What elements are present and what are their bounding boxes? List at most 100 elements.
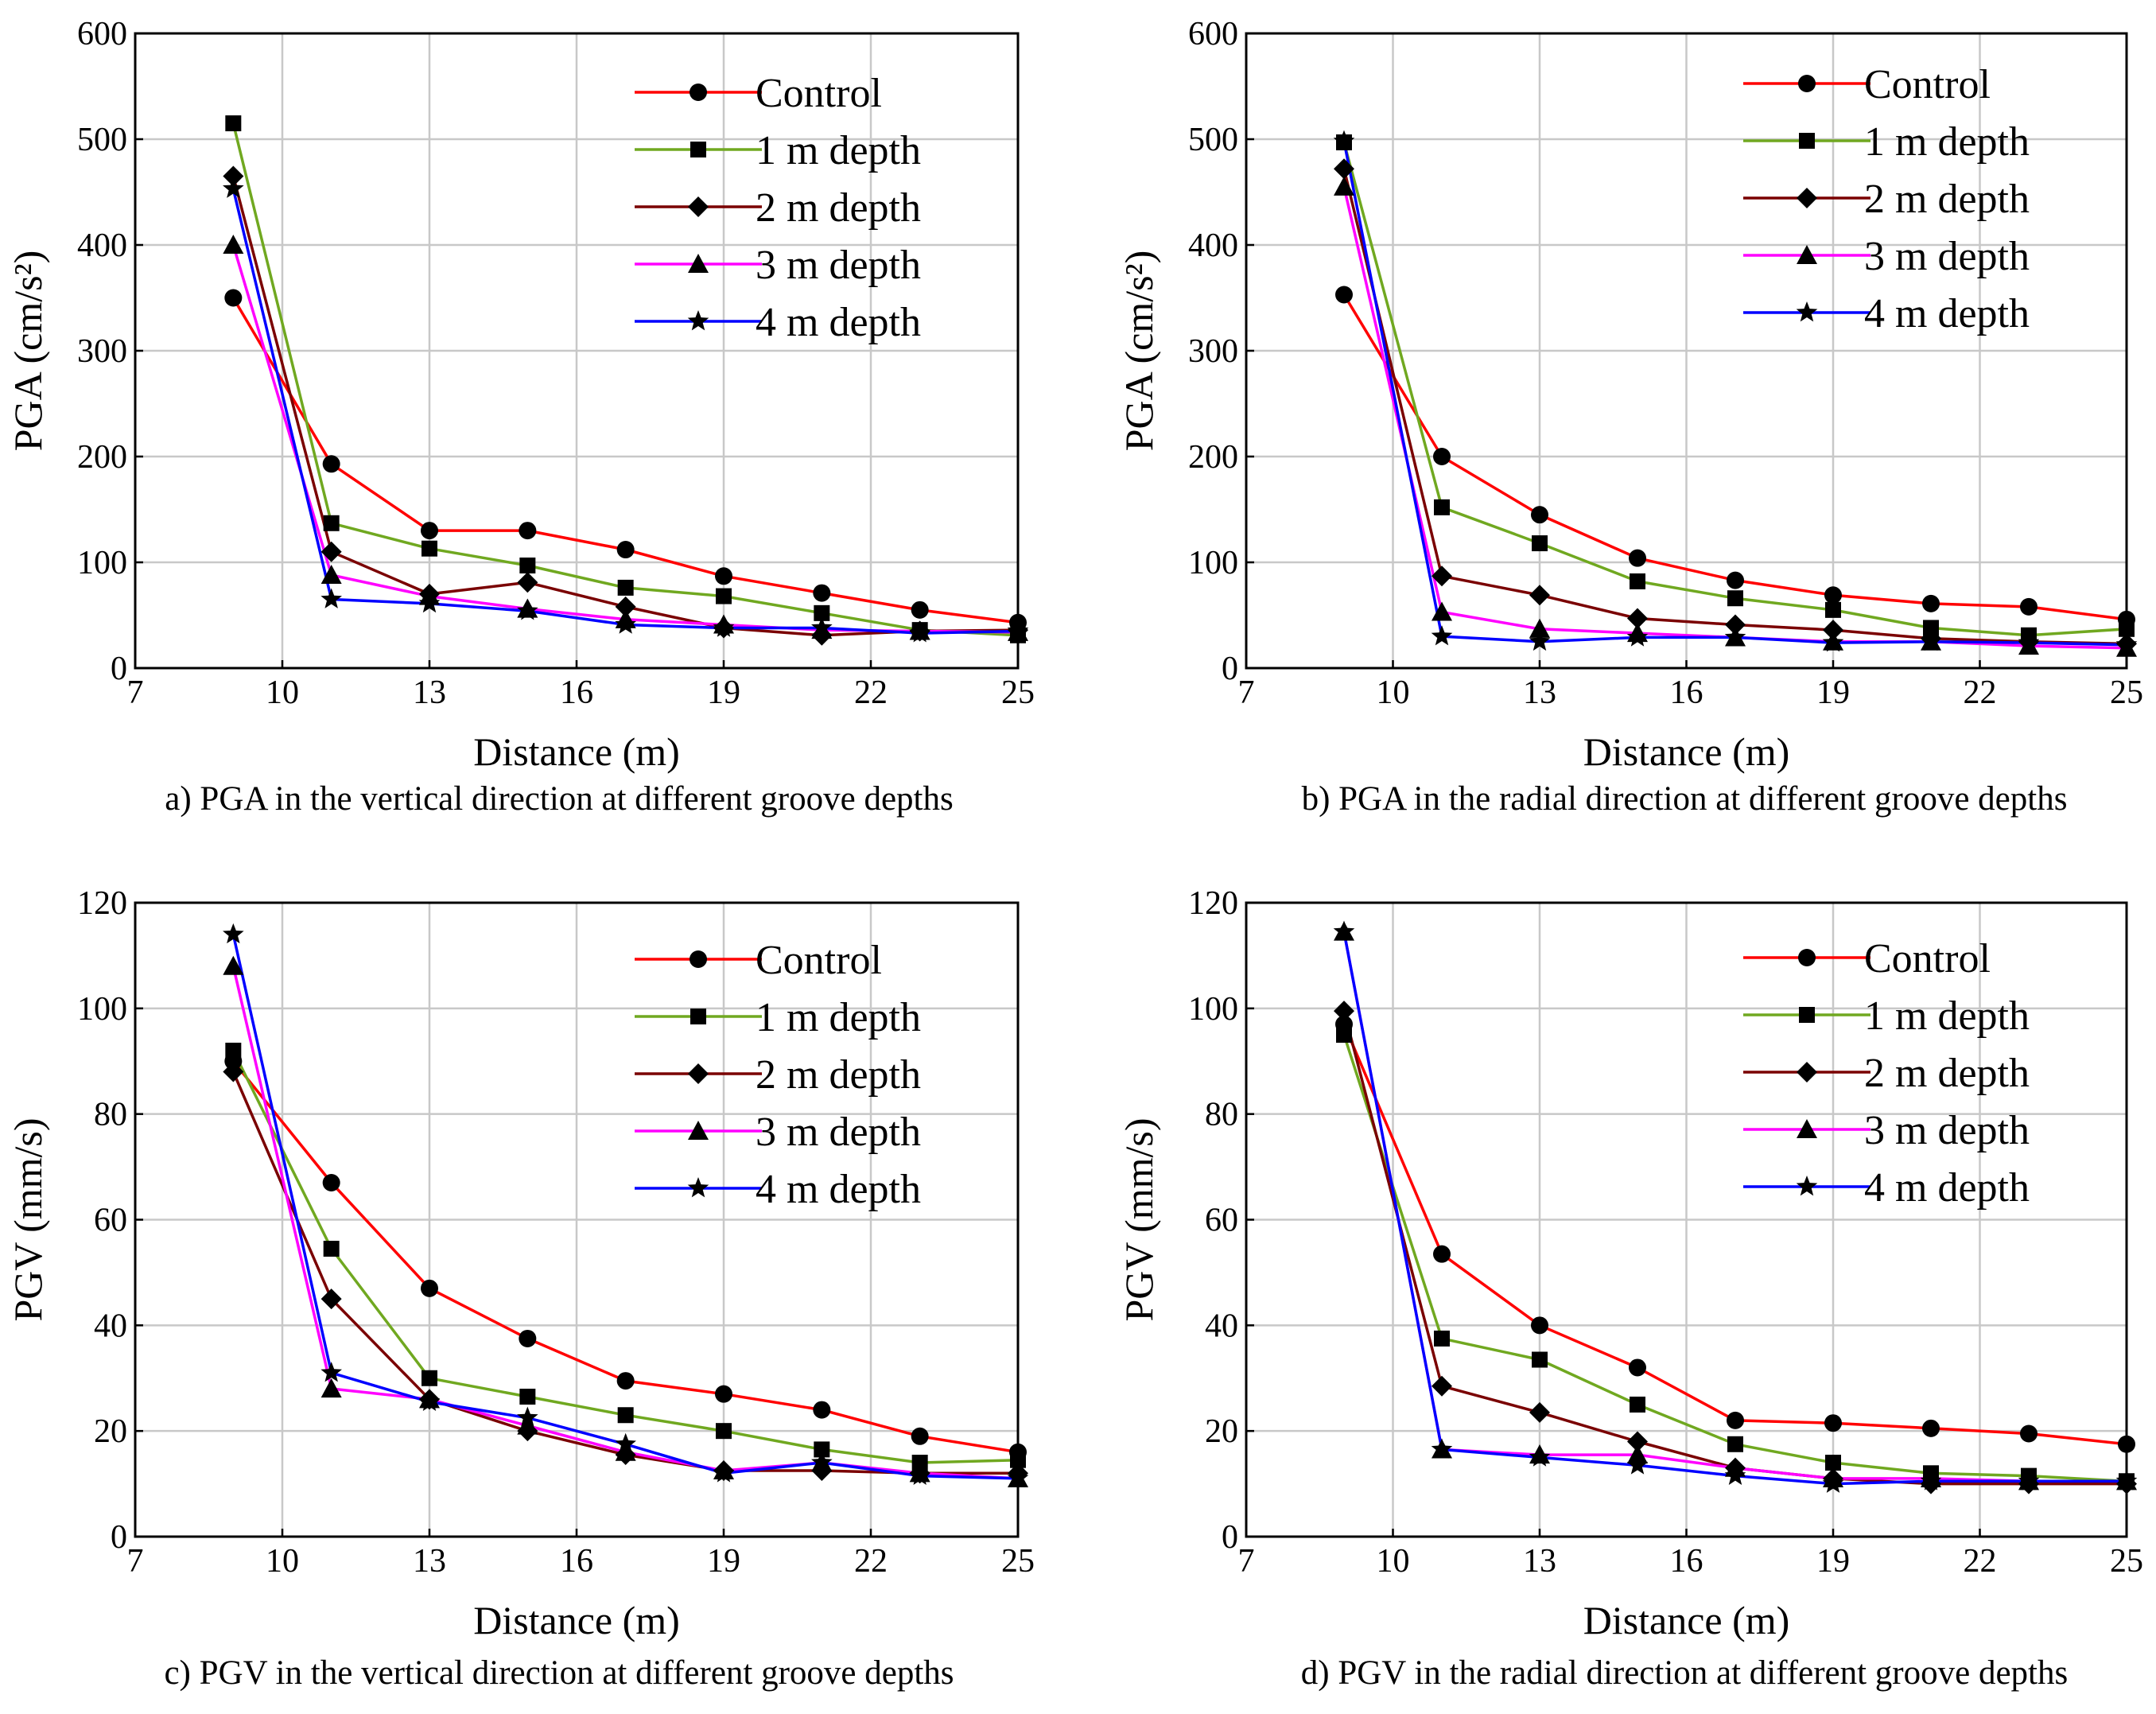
x-tick-label: 10	[1377, 1543, 1410, 1580]
legend-marker	[1798, 949, 1816, 966]
y-tick-label: 60	[1205, 1203, 1238, 1239]
data-point	[617, 579, 634, 596]
legend-marker	[687, 310, 709, 331]
data-point	[421, 540, 437, 557]
data-point	[1724, 1464, 1746, 1485]
data-point	[1629, 549, 1646, 567]
legend-marker	[1799, 1007, 1815, 1023]
chart-1: 7 10 13 16 19 22 25 0 100 200 300 400 500 600 Distance…	[1117, 16, 2143, 818]
data-point	[811, 1452, 833, 1472]
data-point	[1920, 1470, 1942, 1491]
x-tick-label: 25	[2110, 1543, 2143, 1580]
y-tick-label: 0	[111, 651, 127, 687]
data-point	[911, 1455, 928, 1471]
legend-label: 3 m depth	[756, 1110, 921, 1155]
x-tick-label: 22	[854, 674, 888, 711]
data-point	[1334, 158, 1354, 180]
legend-label: 1 m depth	[756, 995, 921, 1040]
y-tick-label: 300	[1188, 333, 1238, 370]
data-point	[320, 541, 342, 562]
data-point	[320, 588, 342, 608]
data-point	[813, 1401, 831, 1419]
chart-caption: a) PGA in the vertical direction at diff…	[165, 780, 953, 818]
data-point	[2115, 1470, 2138, 1491]
data-point	[1007, 1467, 1029, 1488]
legend-marker	[1796, 1176, 1818, 1196]
data-point	[1626, 1454, 1649, 1475]
x-tick-label: 22	[854, 1543, 888, 1580]
data-point	[1334, 176, 1354, 196]
data-point	[519, 1388, 536, 1405]
x-tick-label: 10	[1377, 674, 1410, 711]
data-point	[811, 616, 833, 637]
y-tick-label: 40	[1205, 1308, 1238, 1344]
data-point	[223, 235, 244, 255]
data-point	[1627, 1444, 1648, 1464]
data-point	[421, 1370, 437, 1386]
data-point	[1630, 573, 1645, 589]
data-point	[1822, 632, 1844, 652]
data-point	[519, 557, 536, 573]
data-point	[1825, 601, 1841, 618]
data-point	[1529, 585, 1550, 606]
legend-marker	[1799, 133, 1815, 149]
legend: Control 1 m depth 2 m depth 3 m depth 4 m de…	[1743, 62, 2030, 336]
data-point	[1010, 1452, 1026, 1468]
data-point	[1529, 630, 1551, 651]
legend-marker	[690, 142, 706, 157]
x-tick-label: 16	[1670, 1543, 1703, 1580]
data-point	[517, 1406, 538, 1427]
x-tick-label: 19	[707, 1543, 740, 1580]
data-point	[225, 1042, 242, 1059]
data-point	[1529, 1401, 1550, 1423]
x-axis-label: Distance (m)	[1583, 729, 1790, 774]
data-point	[1824, 586, 1842, 604]
legend-marker	[1797, 1062, 1817, 1082]
data-point	[1335, 286, 1353, 304]
chart-0: 7 10 13 16 19 22 25 0 100 200 300 400 500 600 Distance…	[6, 16, 1035, 818]
y-tick-label: 600	[1188, 16, 1238, 52]
data-point	[909, 1464, 930, 1485]
data-point	[322, 455, 340, 473]
data-point	[224, 289, 243, 307]
data-point	[1822, 1472, 1844, 1493]
legend-marker	[1797, 245, 1817, 265]
legend-marker	[1796, 301, 1818, 322]
data-point	[2020, 1424, 2038, 1443]
x-tick-label: 25	[2110, 674, 2143, 711]
data-point	[1727, 590, 1743, 607]
data-point	[616, 1372, 635, 1390]
data-point	[1727, 1436, 1743, 1452]
legend-label: 1 m depth	[1864, 993, 2030, 1039]
data-point	[519, 1329, 537, 1347]
x-tick-label: 16	[560, 1543, 593, 1580]
data-point	[517, 572, 538, 593]
legend-label: 2 m depth	[1864, 177, 2030, 222]
x-tick-label: 25	[1001, 1543, 1035, 1580]
data-point	[716, 588, 732, 604]
data-point	[617, 1407, 634, 1424]
data-point	[1920, 630, 1942, 651]
data-point	[713, 616, 735, 637]
legend-label: 1 m depth	[756, 128, 921, 173]
y-tick-label: 300	[77, 333, 127, 370]
x-tick-label: 10	[266, 674, 299, 711]
legend-marker	[690, 1009, 706, 1024]
legend-marker	[688, 1063, 709, 1084]
legend-label: Control	[756, 71, 882, 116]
data-point	[1532, 1351, 1548, 1368]
x-tick-label: 13	[1523, 674, 1556, 711]
y-axis-label: PGV (mm/s)	[6, 1117, 50, 1321]
chart-caption: d) PGV in the radial direction at differ…	[1301, 1654, 2068, 1692]
data-point	[713, 1462, 735, 1483]
data-point	[2115, 633, 2138, 655]
data-point	[1725, 614, 1746, 635]
chart-caption: c) PGV in the vertical direction at diff…	[164, 1654, 954, 1692]
legend: Control 1 m depth 2 m depth 3 m depth 4 m de…	[635, 938, 921, 1212]
data-point	[1626, 626, 1649, 647]
legend-marker	[688, 254, 709, 274]
data-point	[716, 1423, 732, 1440]
data-point	[1007, 620, 1029, 640]
y-tick-label: 400	[1188, 227, 1238, 264]
data-point	[1923, 620, 1939, 636]
